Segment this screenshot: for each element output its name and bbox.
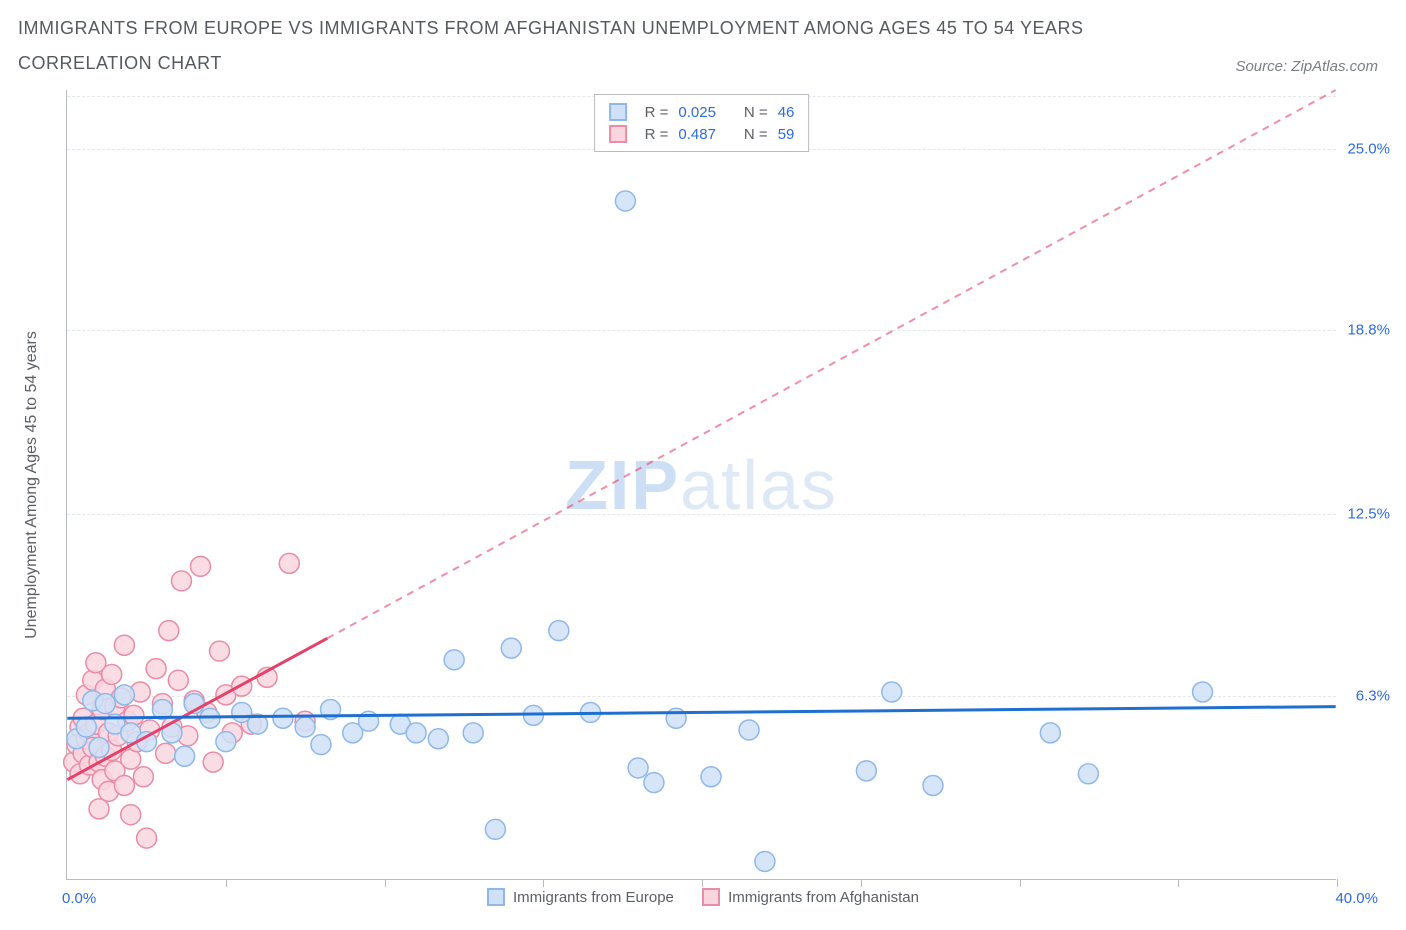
x-tick xyxy=(226,879,227,887)
chart-title-1: IMMIGRANTS FROM EUROPE VS IMMIGRANTS FRO… xyxy=(18,18,1406,39)
x-tick xyxy=(543,879,544,887)
x-tick xyxy=(1178,879,1179,887)
swatch-pink xyxy=(702,888,720,906)
trend-pink-dashed xyxy=(327,90,1335,638)
y-tick-label: 6.3% xyxy=(1356,687,1390,704)
y-axis-label: Unemployment Among Ages 45 to 54 years xyxy=(18,90,46,880)
x-tick xyxy=(385,879,386,887)
swatch-blue xyxy=(487,888,505,906)
source-label: Source: ZipAtlas.com xyxy=(1235,58,1378,75)
legend-item-pink: Immigrants from Afghanistan xyxy=(702,888,919,906)
bottom-legend: Immigrants from Europe Immigrants from A… xyxy=(18,888,1388,910)
swatch-blue xyxy=(609,103,627,121)
trend-pink-solid xyxy=(67,638,327,779)
legend-item-blue: Immigrants from Europe xyxy=(487,888,674,906)
chart-title-2: CORRELATION CHART xyxy=(18,53,1406,74)
x-tick xyxy=(702,879,703,887)
x-tick xyxy=(1337,879,1338,887)
stats-row-pink: R = 0.487 N = 59 xyxy=(609,123,795,145)
y-tick-label: 18.8% xyxy=(1347,321,1390,338)
trend-lines-layer xyxy=(67,90,1336,879)
x-tick xyxy=(861,879,862,887)
swatch-pink xyxy=(609,125,627,143)
stats-legend-box: R = 0.025 N = 46 R = 0.487 N = 59 xyxy=(594,94,810,152)
stats-row-blue: R = 0.025 N = 46 xyxy=(609,101,795,123)
trend-blue-solid xyxy=(67,707,1335,719)
plot-area: ZIPatlas R = 0.025 N = 46 R = 0.487 N = … xyxy=(66,90,1336,880)
y-tick-label: 25.0% xyxy=(1347,140,1390,157)
y-tick-label: 12.5% xyxy=(1347,506,1390,523)
x-tick xyxy=(1020,879,1021,887)
chart-container: Unemployment Among Ages 45 to 54 years Z… xyxy=(18,90,1388,910)
